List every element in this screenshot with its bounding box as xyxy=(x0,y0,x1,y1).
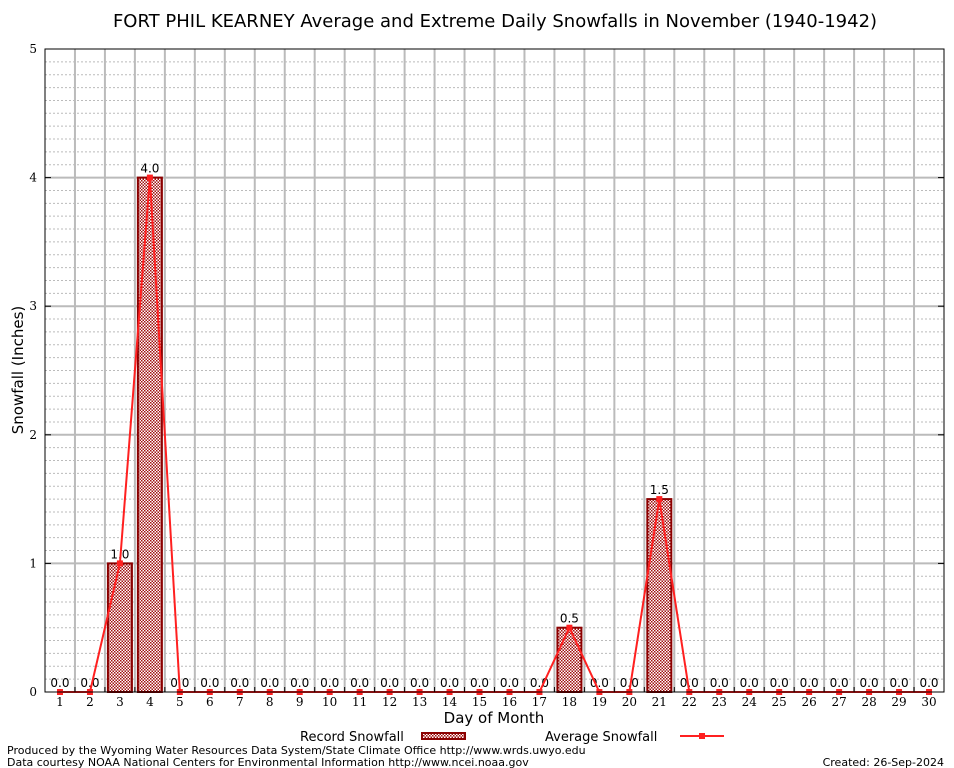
x-tick-label: 17 xyxy=(532,695,547,709)
x-tick-label: 5 xyxy=(176,695,184,709)
x-tick-label: 21 xyxy=(652,695,667,709)
x-tick-label: 15 xyxy=(472,695,487,709)
y-tick-label: 2 xyxy=(29,428,37,442)
average-point xyxy=(146,174,153,181)
legend-average-marker xyxy=(699,733,705,739)
bar-value-label: 1.5 xyxy=(650,483,669,497)
record-bar xyxy=(556,626,583,694)
x-tick-label: 20 xyxy=(622,695,637,709)
bar-value-label: 0.5 xyxy=(560,612,579,626)
legend: Record Snowfall Average Snowfall xyxy=(300,730,724,745)
x-tick-label: 2 xyxy=(86,695,94,709)
x-tick-label: 12 xyxy=(382,695,397,709)
x-tick-label: 8 xyxy=(266,695,274,709)
y-tick-label: 4 xyxy=(29,171,37,185)
bar-value-label: 4.0 xyxy=(140,162,159,176)
x-tick-label: 10 xyxy=(322,695,337,709)
bar-value-label: 0.0 xyxy=(230,676,249,690)
bar-value-label: 0.0 xyxy=(710,676,729,690)
bar-value-label: 0.0 xyxy=(680,676,699,690)
bar-value-label: 0.0 xyxy=(740,676,759,690)
x-tick-label: 23 xyxy=(712,695,727,709)
x-tick-label: 6 xyxy=(206,695,214,709)
bar-value-label: 0.0 xyxy=(860,676,879,690)
bar-value-label: 0.0 xyxy=(770,676,789,690)
x-tick-label: 4 xyxy=(146,695,154,709)
average-point xyxy=(656,496,663,503)
bar-value-label: 0.0 xyxy=(440,676,459,690)
x-tick-label: 13 xyxy=(412,695,427,709)
record-bar xyxy=(106,562,133,694)
x-tick-label: 18 xyxy=(562,695,577,709)
bar-value-label: 0.0 xyxy=(80,676,99,690)
x-tick-label: 9 xyxy=(296,695,304,709)
x-tick-label: 22 xyxy=(682,695,697,709)
x-tick-label: 28 xyxy=(861,695,876,709)
x-tick-label: 7 xyxy=(236,695,244,709)
x-tick-label: 1 xyxy=(56,695,64,709)
legend-record-swatch xyxy=(421,732,466,740)
y-tick-label: 1 xyxy=(29,556,37,570)
bar-value-label: 0.0 xyxy=(290,676,309,690)
bar-value-label: 0.0 xyxy=(320,676,339,690)
legend-average-label: Average Snowfall xyxy=(545,730,657,745)
bar-value-label: 0.0 xyxy=(380,676,399,690)
footer-producer: Produced by the Wyoming Water Resources … xyxy=(7,744,586,757)
bar-value-label: 0.0 xyxy=(500,676,519,690)
legend-record-label: Record Snowfall xyxy=(300,730,404,745)
x-tick-label: 26 xyxy=(802,695,817,709)
bar-value-label: 0.0 xyxy=(919,676,938,690)
bar-value-label: 0.0 xyxy=(260,676,279,690)
x-tick-label: 27 xyxy=(831,695,846,709)
bar-value-label: 0.0 xyxy=(620,676,639,690)
x-tick-label: 29 xyxy=(891,695,906,709)
record-bar xyxy=(646,498,673,693)
y-tick-label: 3 xyxy=(29,299,37,313)
bar-value-label: 0.0 xyxy=(830,676,849,690)
y-tick-label: 5 xyxy=(29,42,37,56)
x-tick-label: 30 xyxy=(921,695,936,709)
x-tick-label: 14 xyxy=(442,695,458,709)
x-tick-label: 3 xyxy=(116,695,124,709)
bar-value-label: 0.0 xyxy=(50,676,69,690)
bar-value-label: 0.0 xyxy=(800,676,819,690)
x-tick-label: 11 xyxy=(352,695,367,709)
bar-value-label: 0.0 xyxy=(410,676,429,690)
y-axis-label: Snowfall (Inches) xyxy=(9,306,27,434)
x-tick-label: 19 xyxy=(592,695,607,709)
average-point xyxy=(116,560,123,567)
x-axis-label: Day of Month xyxy=(444,709,545,727)
bar-value-label: 0.0 xyxy=(200,676,219,690)
x-tick-label: 24 xyxy=(742,695,758,709)
bar-value-label: 0.0 xyxy=(350,676,369,690)
average-point xyxy=(566,624,573,631)
record-bar xyxy=(136,176,163,694)
x-tick-label: 25 xyxy=(772,695,787,709)
x-tick-label: 16 xyxy=(502,695,517,709)
footer-data-source: Data courtesy NOAA National Centers for … xyxy=(7,756,529,768)
footer-created: Created: 26-Sep-2024 xyxy=(823,756,944,768)
chart-title: FORT PHIL KEARNEY Average and Extreme Da… xyxy=(113,11,877,32)
bar-value-label: 0.0 xyxy=(470,676,489,690)
bar-value-label: 0.0 xyxy=(890,676,909,690)
y-tick-label: 0 xyxy=(29,685,37,699)
